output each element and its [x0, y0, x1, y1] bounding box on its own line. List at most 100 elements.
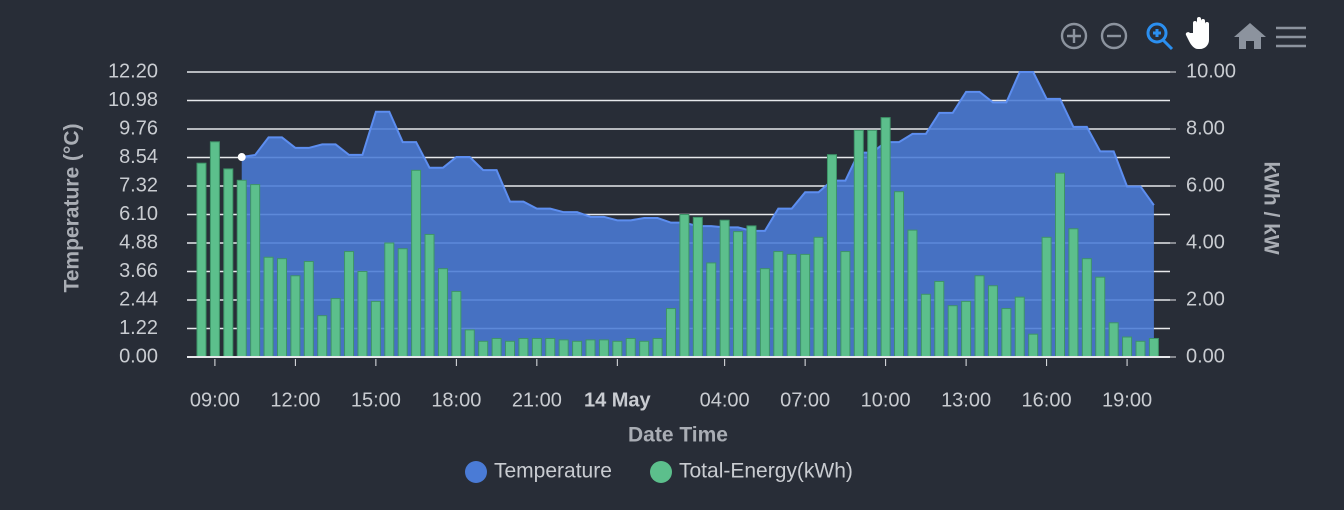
energy-bar [250, 184, 261, 358]
x-tick-label: 12:00 [270, 389, 320, 411]
energy-bar [1148, 337, 1159, 358]
energy-bar [907, 229, 918, 358]
y-tick-label: 10.98 [108, 89, 158, 111]
y-tick-label: 4.88 [119, 231, 158, 253]
x-tick-label: 19:00 [1102, 389, 1152, 411]
energy-bar [961, 300, 972, 358]
reset-button[interactable] [1234, 23, 1266, 49]
y-tick-label: 12.20 [108, 60, 158, 82]
zoom-out-button[interactable] [1100, 22, 1128, 50]
y-tick-label: 9.76 [119, 117, 158, 139]
energy-bar [652, 337, 663, 358]
y2-tick-label: 10.00 [1186, 60, 1236, 82]
energy-bar [1041, 236, 1052, 358]
x-tick-label: 14 May [584, 389, 652, 411]
y2-tick-label: 4.00 [1186, 231, 1225, 253]
energy-bar [303, 261, 314, 358]
energy-bar [867, 129, 878, 358]
energy-bar [759, 268, 770, 358]
y-tick-label: 7.32 [119, 174, 158, 196]
x-tick-label: 07:00 [780, 389, 830, 411]
temperature-area [241, 72, 1154, 357]
energy-bar [920, 293, 931, 358]
energy-bar [625, 337, 636, 358]
menu-button[interactable] [1276, 26, 1306, 48]
x-tick-label: 10:00 [861, 389, 911, 411]
y-axis-title: Temperature (°C) [61, 123, 84, 292]
zoom-in-button[interactable] [1060, 22, 1088, 50]
energy-bar [545, 337, 556, 358]
energy-bar [692, 216, 703, 358]
energy-bar [840, 251, 851, 358]
energy-bar [531, 337, 542, 358]
energy-bar [1001, 308, 1012, 358]
energy-bar [276, 258, 287, 358]
energy-bar [612, 340, 623, 358]
y-tick-label: 8.54 [119, 146, 158, 168]
y2-tick-label: 8.00 [1186, 117, 1225, 139]
energy-bar [786, 253, 797, 358]
energy-bar [505, 340, 516, 358]
energy-bar [585, 339, 596, 358]
energy-bar [974, 275, 985, 358]
energy-bar [397, 248, 408, 358]
energy-bar [491, 337, 502, 358]
energy-bar [451, 290, 462, 358]
energy-bar [853, 129, 864, 358]
energy-bar [196, 162, 207, 358]
energy-bar [464, 329, 475, 358]
y-tick-label: 0.00 [119, 345, 158, 367]
energy-bar [598, 339, 609, 358]
y2-tick-label: 2.00 [1186, 288, 1225, 310]
energy-bar [800, 253, 811, 358]
x-tick-label: 04:00 [700, 389, 750, 411]
legend-label[interactable]: Temperature [494, 460, 612, 483]
energy-bar [1135, 340, 1146, 358]
energy-bar [934, 280, 945, 358]
energy-bar [1014, 296, 1025, 358]
energy-bar [384, 242, 395, 358]
energy-bar [1028, 333, 1039, 358]
pan-button[interactable] [1185, 17, 1209, 49]
energy-bar [478, 340, 489, 358]
energy-bar [344, 251, 355, 358]
y-tick-label: 3.66 [119, 260, 158, 282]
energy-bar [665, 308, 676, 358]
y2-axis-title: kWh / kW [1259, 161, 1282, 255]
legend-label[interactable]: Total-Energy(kWh) [679, 460, 853, 483]
energy-bar [1122, 336, 1133, 358]
energy-bar [209, 141, 220, 358]
energy-bar [733, 231, 744, 358]
legend-marker [650, 461, 672, 483]
energy-bar [263, 256, 274, 358]
energy-bar [947, 305, 958, 358]
energy-bar [813, 236, 824, 358]
energy-bar [987, 285, 998, 358]
energy-bar [826, 154, 837, 358]
energy-bar [357, 271, 368, 358]
energy-bar [370, 300, 381, 358]
x-tick-label: 18:00 [431, 389, 481, 411]
energy-bar [290, 275, 301, 358]
y-tick-label: 2.44 [119, 288, 158, 310]
y-tick-label: 1.22 [119, 317, 158, 339]
energy-bar [437, 268, 448, 358]
x-axis-title: Date Time [628, 424, 728, 447]
y2-tick-label: 6.00 [1186, 174, 1225, 196]
energy-bar [558, 339, 569, 358]
energy-bar [424, 233, 435, 358]
x-tick-label: 15:00 [351, 389, 401, 411]
energy-bar [518, 337, 529, 358]
energy-bar [679, 214, 690, 358]
energy-bar [236, 179, 247, 358]
energy-bar [880, 117, 891, 358]
energy-bar [894, 191, 905, 358]
x-tick-label: 13:00 [941, 389, 991, 411]
y2-tick-label: 0.00 [1186, 345, 1225, 367]
energy-bar [746, 225, 757, 358]
toolbar [1060, 17, 1306, 51]
zoom-select-button[interactable] [1146, 22, 1174, 51]
x-tick-label: 16:00 [1022, 389, 1072, 411]
legend-marker [465, 461, 487, 483]
